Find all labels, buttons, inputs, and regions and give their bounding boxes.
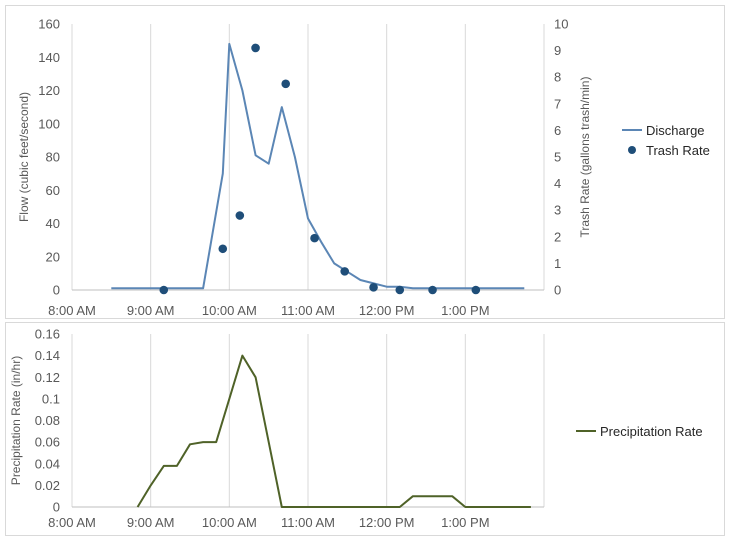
- legend-swatch-precipitation: [576, 430, 596, 432]
- legend-item-trash-rate: Trash Rate: [622, 140, 710, 160]
- x-tick-label-0: 8:00 AM: [48, 515, 96, 530]
- y-tick-label-4: 0.08: [35, 413, 60, 428]
- precipitation-chart-legend: Precipitation Rate: [576, 421, 703, 441]
- series-line-discharge: [111, 42, 525, 290]
- y-tick-label-5: 100: [38, 116, 60, 131]
- y2-tick-label-7: 7: [554, 96, 561, 111]
- series-line-precipitation-rate: [136, 354, 531, 508]
- legend-item-discharge: Discharge: [622, 120, 710, 140]
- legend-item-precipitation: Precipitation Rate: [576, 421, 703, 441]
- data-point-trash-rate-2: [235, 211, 245, 220]
- data-point-trash-rate-8: [395, 285, 405, 295]
- data-point-trash-rate-0: [159, 285, 169, 295]
- y-axis-title: Flow (cubic feet/second): [17, 92, 31, 222]
- y-tick-label-1: 20: [46, 249, 60, 264]
- y-tick-label-8: 0.16: [35, 327, 60, 342]
- flow-chart-panel: 8:00 AM 9:00 AM 10:00 AM 11:00 AM 12:00 PM 1:…: [5, 5, 725, 319]
- y2-tick-label-3: 3: [554, 203, 561, 218]
- y-tick-label-5: 0.1: [42, 391, 60, 406]
- data-point-trash-rate-1: [218, 244, 228, 254]
- legend-label-trash-rate: Trash Rate: [646, 142, 710, 158]
- y2-tick-label-4: 4: [554, 176, 561, 191]
- flow-chart: 8:00 AM 9:00 AM 10:00 AM 11:00 AM 12:00 PM 1:…: [17, 17, 592, 319]
- y-tick-label-3: 0.06: [35, 435, 60, 450]
- y2-tick-label-8: 8: [554, 70, 561, 85]
- y-tick-label-2: 40: [46, 216, 60, 231]
- y2-tick-label-0: 0: [554, 283, 561, 298]
- y-tick-label-6: 120: [38, 83, 60, 98]
- data-point-trash-rate-4: [281, 79, 291, 89]
- data-point-trash-rate-5: [310, 233, 319, 243]
- y2-tick-label-1: 1: [554, 256, 561, 271]
- y-tick-label-7: 0.14: [35, 348, 60, 363]
- y-tick-label-2: 0.04: [35, 456, 60, 471]
- data-point-trash-rate-10: [471, 285, 481, 295]
- y2-tick-label-6: 6: [554, 123, 561, 138]
- x-tick-label-5: 1:00 PM: [441, 515, 489, 530]
- x-tick-label-1: 9:00 AM: [127, 515, 175, 530]
- x-tick-label-4: 12:00 PM: [359, 515, 415, 530]
- x-tick-label-3: 11:00 AM: [281, 515, 335, 530]
- y-tick-label-8: 160: [38, 17, 60, 32]
- y-tick-label-0: 0: [53, 500, 60, 515]
- x-tick-label-4: 12:00 PM: [359, 303, 415, 318]
- y-tick-label-4: 80: [46, 150, 60, 165]
- x-tick-label-3: 11:00 AM: [281, 303, 335, 318]
- y2-axis-title: Trash Rate (gallons trash/min): [578, 77, 592, 238]
- data-point-trash-rate-6: [340, 267, 350, 276]
- x-tick-label-2: 10:00 AM: [202, 515, 257, 530]
- precipitation-chart-panel: 8:00 AM 9:00 AM 10:00 AM 11:00 AM 12:00 PM 1:…: [5, 322, 725, 536]
- legend-label-precipitation: Precipitation Rate: [600, 423, 703, 439]
- y-tick-label-1: 0.02: [35, 478, 60, 493]
- legend-label-discharge: Discharge: [646, 122, 705, 138]
- y2-tick-label-10: 10: [554, 17, 568, 32]
- precipitation-chart: 8:00 AM 9:00 AM 10:00 AM 11:00 AM 12:00 PM 1:…: [9, 327, 545, 530]
- legend-swatch-trash-rate: [628, 146, 636, 154]
- flow-chart-legend: Discharge Trash Rate: [622, 120, 710, 160]
- y2-tick-label-9: 9: [554, 43, 561, 58]
- legend-swatch-discharge: [622, 129, 642, 131]
- data-point-trash-rate-7: [369, 283, 378, 292]
- y-axis-title: Precipitation Rate (in/hr): [9, 356, 23, 485]
- y2-tick-label-2: 2: [554, 229, 561, 244]
- x-tick-label-2: 10:00 AM: [202, 303, 257, 318]
- y-tick-label-7: 140: [38, 50, 60, 65]
- x-tick-label-1: 9:00 AM: [127, 303, 175, 318]
- y-tick-label-6: 0.12: [35, 370, 60, 385]
- x-tick-label-0: 8:00 AM: [48, 303, 96, 318]
- data-point-trash-rate-9: [428, 285, 437, 295]
- data-point-trash-rate-3: [251, 43, 260, 53]
- y-tick-label-0: 0: [53, 283, 60, 298]
- y-tick-label-3: 60: [46, 183, 60, 198]
- x-tick-label-5: 1:00 PM: [441, 303, 489, 318]
- y2-tick-label-5: 5: [554, 150, 561, 165]
